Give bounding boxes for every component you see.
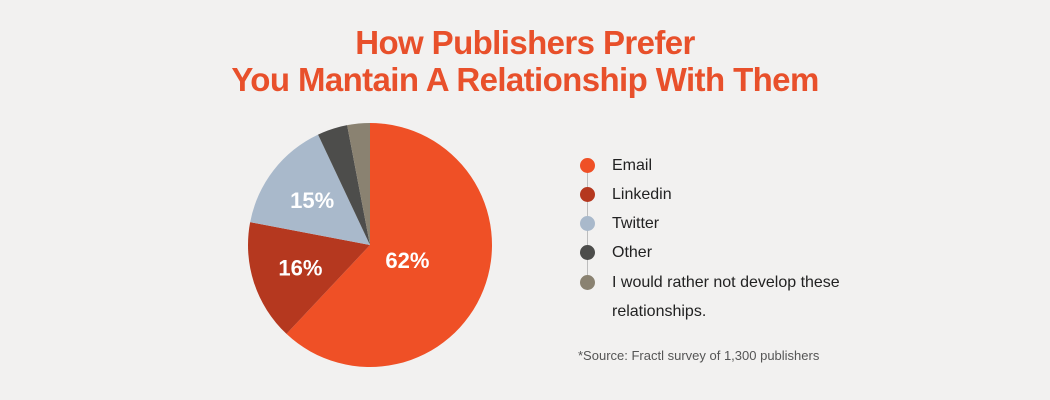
pie-label-linkedin: 16% <box>278 256 322 281</box>
legend-label-no-relationship: I would rather not develop these relatio… <box>612 274 840 320</box>
pie-slice-i-would-rather-not-devel <box>347 123 370 245</box>
legend-swatch-no-relationship <box>580 275 595 290</box>
legend-item-no-relationship: I would rather not develop these relatio… <box>578 268 898 326</box>
legend-item-linkedin: Linkedin <box>578 185 898 205</box>
legend-item-email: Email <box>578 156 898 176</box>
pie-label-email: 62% <box>385 248 429 273</box>
chart-title-line-1: How Publishers Prefer <box>355 24 695 61</box>
pie-slice-twitter <box>250 134 370 245</box>
legend-swatch-email <box>580 158 595 173</box>
chart-title: How Publishers Prefer You Mantain A Rela… <box>0 24 1050 98</box>
legend-label-other: Other <box>612 244 653 261</box>
pie-slice-linkedin <box>248 222 370 334</box>
legend-item-other: Other <box>578 243 898 263</box>
pie-chart: 62% 16% 15% <box>248 123 493 367</box>
legend-label-twitter: Twitter <box>612 215 660 232</box>
pie-label-twitter: 15% <box>290 188 334 213</box>
legend-swatch-linkedin <box>580 187 595 202</box>
chart-title-line-2: You Mantain A Relationship With Them <box>231 61 819 98</box>
legend: Email Linkedin Twitter Other I would rat… <box>578 156 898 335</box>
legend-swatch-other <box>580 245 595 260</box>
source-note: *Source: Fractl survey of 1,300 publishe… <box>578 348 820 363</box>
legend-swatch-twitter <box>580 216 595 231</box>
legend-label-linkedin: Linkedin <box>612 186 672 203</box>
pie-slice-other <box>318 125 370 245</box>
legend-item-twitter: Twitter <box>578 214 898 234</box>
pie-slice-email <box>286 123 493 367</box>
legend-label-email: Email <box>612 157 653 174</box>
